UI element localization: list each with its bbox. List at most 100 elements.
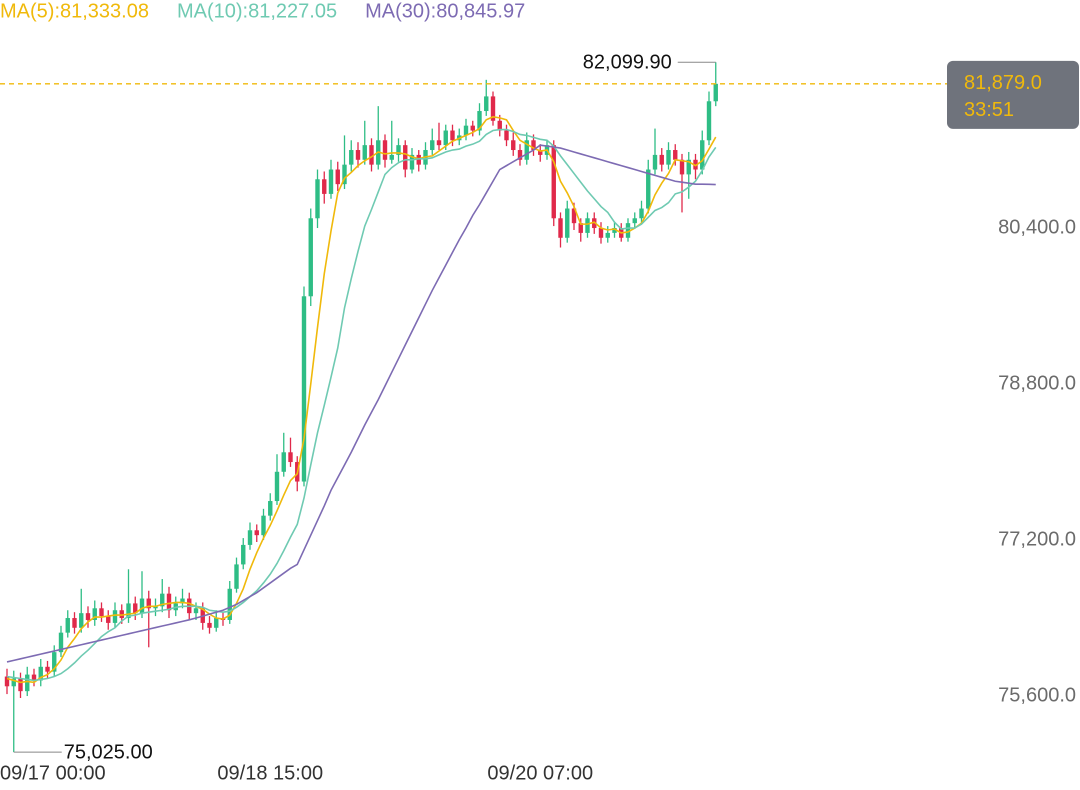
- candle-body: [254, 530, 259, 536]
- candle-body: [301, 296, 307, 482]
- candle-body: [315, 179, 320, 219]
- candle-body: [713, 83, 718, 102]
- candle-body: [112, 610, 118, 623]
- candle-body: [234, 564, 239, 589]
- candle-body: [65, 618, 70, 633]
- candle-body: [416, 154, 421, 165]
- countdown: 33:51: [964, 99, 1014, 121]
- high-label: 82,099.90: [583, 52, 672, 74]
- candle-body: [484, 96, 489, 112]
- candle-body: [79, 613, 84, 628]
- candle-body: [517, 150, 523, 160]
- candle-body: [241, 544, 246, 565]
- legend-entry: MA(5):81,333.08: [0, 0, 149, 22]
- candle-body: [58, 632, 64, 653]
- candle-body: [99, 608, 104, 617]
- candle-body: [524, 140, 529, 160]
- candle-body: [261, 515, 266, 536]
- y-tick-label: 75,600.0: [998, 684, 1076, 706]
- candle-body: [166, 593, 172, 611]
- candle-body: [551, 145, 556, 219]
- candle-body: [119, 610, 124, 619]
- candle-body: [470, 125, 475, 131]
- overlay-layer: 82,099.90 75,025.00 81,879.0 33:51: [0, 52, 1079, 763]
- candle-body: [686, 159, 691, 175]
- candle-body: [490, 96, 496, 121]
- candle-body: [625, 223, 631, 238]
- candle-body: [497, 120, 502, 131]
- candle-body: [565, 208, 570, 238]
- candle-body: [45, 666, 50, 672]
- y-tick-label: 77,200.0: [998, 528, 1076, 550]
- plot-layer: [4, 62, 718, 753]
- candle-body: [639, 208, 644, 219]
- ma-line: [6, 144, 716, 663]
- candle-body: [646, 169, 651, 209]
- candle-body: [598, 228, 604, 238]
- candle-body: [403, 145, 408, 170]
- candle-body: [139, 598, 145, 614]
- low-label: 75,025.00: [64, 741, 153, 763]
- candle-body: [362, 145, 367, 160]
- candle-body: [450, 130, 455, 141]
- candle-body: [477, 111, 482, 131]
- candle-body: [369, 145, 374, 165]
- candle-body: [679, 159, 685, 175]
- candle-body: [85, 613, 91, 620]
- candle-body: [133, 603, 138, 614]
- y-tick-label: 80,400.0: [998, 216, 1076, 238]
- candle-body: [160, 593, 165, 607]
- legend-entry: MA(30):80,845.97: [365, 0, 525, 22]
- candle-body: [389, 154, 394, 160]
- candle-body: [52, 652, 57, 672]
- candle-body: [322, 179, 327, 194]
- candle-body: [328, 169, 334, 194]
- x-tick-label: 09/17 00:00: [0, 762, 106, 784]
- candle-body: [247, 530, 253, 545]
- candle-body: [578, 223, 583, 233]
- candle-body: [227, 588, 232, 620]
- candle-body: [31, 674, 37, 681]
- candle-body: [700, 140, 705, 170]
- candle-body: [652, 154, 658, 170]
- candle-body: [11, 678, 16, 687]
- candle-body: [605, 232, 610, 238]
- candle-body: [25, 674, 30, 692]
- candle-body: [632, 218, 637, 224]
- axis-layer: 75,600.077,200.078,800.080,400.082,000.0…: [0, 60, 1076, 784]
- candle-body: [342, 164, 347, 185]
- candle-body: [4, 676, 10, 687]
- candle-body: [349, 150, 354, 165]
- candle-body: [409, 154, 415, 170]
- candle-body: [396, 145, 401, 155]
- candle-body: [430, 140, 435, 151]
- candle-body: [288, 452, 293, 463]
- candle-body: [463, 125, 469, 136]
- candle-body: [612, 228, 617, 233]
- candle-body: [355, 150, 361, 160]
- candle-body: [308, 218, 313, 297]
- candle-body: [106, 616, 111, 623]
- candle-body: [666, 150, 671, 165]
- candle-body: [214, 618, 219, 628]
- ma-line: [6, 128, 717, 682]
- ma-line: [6, 116, 717, 684]
- last-price-label: 81,879.0: [964, 72, 1042, 94]
- candle-body: [531, 140, 536, 151]
- candle-body: [558, 218, 563, 238]
- candle-body: [659, 154, 664, 165]
- candle-body: [511, 140, 516, 151]
- candle-body: [38, 666, 43, 681]
- candle-body: [335, 169, 340, 185]
- legend-entry: MA(10):81,227.05: [177, 0, 337, 22]
- candle-body: [92, 608, 97, 620]
- candle-body: [585, 218, 590, 233]
- candle-body: [538, 150, 543, 155]
- y-tick-label: 78,800.0: [998, 372, 1076, 394]
- candle-body: [274, 471, 280, 502]
- legend: MA(5):81,333.08 MA(10):81,227.05 MA(30):80…: [0, 0, 525, 22]
- x-tick-label: 09/20 07:00: [487, 762, 593, 784]
- last-price-box: [947, 60, 1079, 129]
- candle-body: [706, 101, 712, 141]
